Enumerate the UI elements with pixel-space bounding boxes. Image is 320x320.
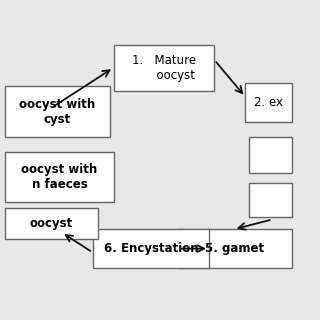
Bar [5,152,114,202]
Bar [93,229,209,268]
Bar [114,44,214,91]
Text: oocyst: oocyst [30,217,73,230]
Bar [249,137,292,173]
Bar [5,86,110,137]
Text: 5. gamet: 5. gamet [205,242,264,255]
Text: oocyst with
cyst: oocyst with cyst [19,98,96,125]
Text: 1.   Mature
      oocyst: 1. Mature oocyst [132,54,196,82]
Text: 2. ex: 2. ex [254,96,283,109]
Bar [5,208,98,239]
Text: 6. Encystation: 6. Encystation [103,242,198,255]
Bar [249,183,292,217]
Bar [245,83,292,122]
Text: oocyst with
n faeces: oocyst with n faeces [21,163,98,191]
Bar [178,229,292,268]
